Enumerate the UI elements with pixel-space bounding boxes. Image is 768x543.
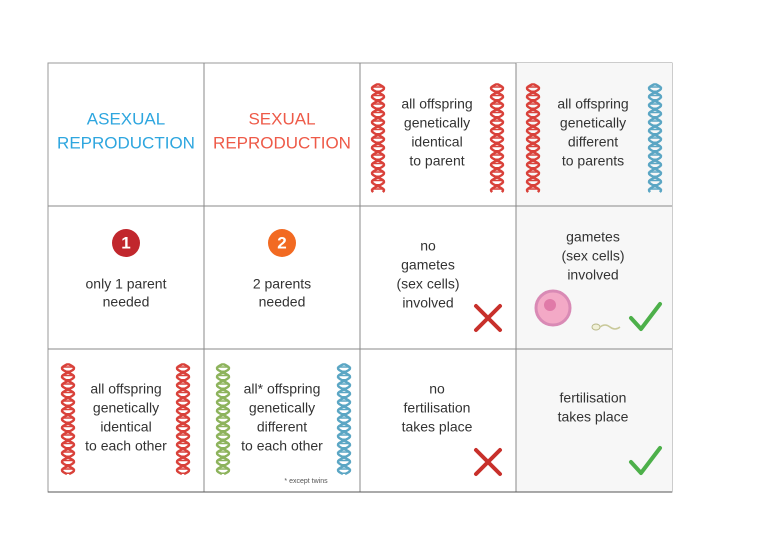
dna-helix <box>175 362 191 476</box>
cell-text: all offspring <box>557 96 628 112</box>
cell-text: all offspring <box>401 96 472 112</box>
sperm-head <box>591 323 601 331</box>
footnote: * except twins <box>284 478 328 485</box>
dna-helix <box>525 82 541 193</box>
helix-strand <box>215 362 231 476</box>
check-icon <box>629 302 662 331</box>
cell-text: (sex cells) <box>396 276 459 292</box>
cell-text: takes place <box>402 419 473 435</box>
helix-strand <box>525 82 541 193</box>
cell-text: different <box>568 134 618 150</box>
cell-text: to parent <box>409 153 464 169</box>
cell-text: genetically <box>404 115 470 131</box>
cell-text: genetically <box>249 400 315 416</box>
cell-text: ASEXUAL <box>87 109 165 128</box>
cell-text: only 1 parent <box>86 276 167 292</box>
cell-text: no <box>420 238 436 254</box>
dna-helix <box>489 82 505 193</box>
sperm-tail <box>599 324 621 330</box>
cell-text: 2 parents <box>253 276 311 292</box>
number-badge <box>112 229 140 257</box>
cell-text: fertilisation <box>560 390 627 406</box>
cross-icon <box>474 448 502 476</box>
cell-text: gametes <box>401 257 455 273</box>
helix-strand <box>647 82 663 193</box>
cell-text: to each other <box>241 438 323 454</box>
cell-text: REPRODUCTION <box>213 133 351 152</box>
cell-text: needed <box>259 294 306 310</box>
cross-icon <box>474 304 502 332</box>
helix-strand <box>489 82 505 193</box>
cell-text: gametes <box>566 229 620 245</box>
cell-text: (sex cells) <box>561 248 624 264</box>
number-badge <box>268 229 296 257</box>
helix-strand <box>489 82 505 193</box>
cell-text: involved <box>402 295 453 311</box>
cell-text: all* offspring <box>244 381 321 397</box>
egg-nucleus <box>544 299 556 311</box>
helix-strand <box>60 362 76 476</box>
cell-text: to parents <box>562 153 624 169</box>
badge-number: 1 <box>121 233 130 252</box>
cell-text: needed <box>103 294 150 310</box>
helix-strand <box>370 82 386 193</box>
helix-strand <box>175 362 191 476</box>
helix-strand <box>215 362 231 476</box>
cell-text: identical <box>100 419 151 435</box>
helix-strand <box>370 82 386 193</box>
cell-text: takes place <box>558 409 629 425</box>
dna-helix <box>215 362 231 476</box>
dna-helix <box>647 82 663 193</box>
helix-strand <box>175 362 191 476</box>
cell-text: genetically <box>93 400 159 416</box>
check-icon <box>629 446 662 475</box>
cell-text: SEXUAL <box>248 109 315 128</box>
cell-text: fertilisation <box>404 400 471 416</box>
cell-text: different <box>257 419 307 435</box>
helix-strand <box>647 82 663 193</box>
cell-text: genetically <box>560 115 626 131</box>
cell-text: to each other <box>85 438 167 454</box>
dna-helix <box>370 82 386 193</box>
grid-lines <box>48 63 672 493</box>
cell-text: involved <box>567 267 618 283</box>
helix-strand <box>336 362 352 476</box>
helix-strand <box>525 82 541 193</box>
cell-text: no <box>429 381 445 397</box>
cell-text: all offspring <box>90 381 161 397</box>
column-shade <box>516 63 672 492</box>
cell-text: REPRODUCTION <box>57 133 195 152</box>
dna-helix <box>336 362 352 476</box>
badge-number: 2 <box>277 233 286 252</box>
helix-strand <box>60 362 76 476</box>
cell-text: identical <box>411 134 462 150</box>
dna-helix <box>60 362 76 476</box>
helix-strand <box>336 362 352 476</box>
